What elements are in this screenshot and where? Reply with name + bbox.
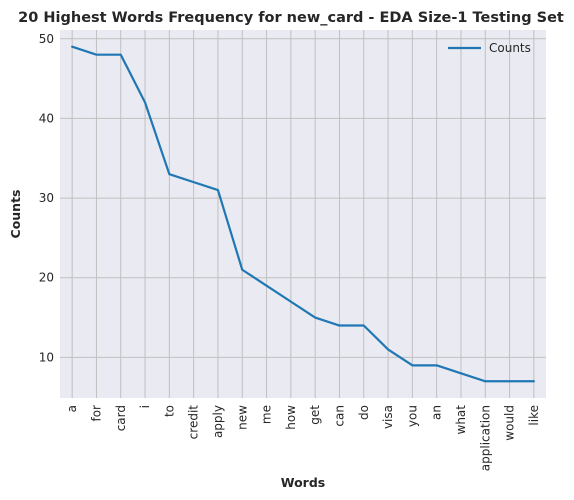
x-tick-label-apply: apply — [211, 405, 225, 438]
y-tick-label-50: 50 — [39, 32, 54, 46]
y-tick-label-20: 20 — [39, 271, 54, 285]
y-axis-label: Counts — [8, 190, 23, 239]
x-tick-label-to: to — [162, 405, 176, 417]
series-counts — [71, 45, 535, 383]
x-tick-label-new: new — [235, 405, 249, 430]
y-tick-label-30: 30 — [39, 191, 54, 205]
y-tick-label-10: 10 — [39, 350, 54, 364]
legend-label-counts: Counts — [489, 41, 531, 55]
x-tick-label-do: do — [357, 405, 371, 420]
x-tick-label-like: like — [527, 405, 541, 426]
x-tick-label-visa: visa — [381, 405, 395, 429]
x-tick-label-me: me — [260, 405, 274, 424]
y-tick-label-40: 40 — [39, 111, 54, 125]
grid — [60, 30, 546, 398]
x-tick-label-what: what — [454, 405, 468, 435]
chart-title: 20 Highest Words Frequency for new_card … — [18, 10, 564, 26]
x-tick-label-how: how — [284, 405, 298, 430]
x-tick-label-card: card — [114, 405, 128, 431]
x-tick-label-a: a — [65, 405, 79, 412]
x-tick-label-an: an — [430, 405, 444, 420]
legend: Counts — [448, 41, 531, 55]
x-tick-label-get: get — [308, 405, 322, 425]
x-tick-label-i: i — [138, 405, 152, 408]
y-tick-labels: 10 20 30 40 50 — [39, 32, 54, 365]
x-tick-label-credit: credit — [187, 405, 201, 440]
x-tick-label-can: can — [332, 405, 346, 427]
x-tick-label-would: would — [503, 405, 517, 441]
x-tick-labels: a for card i to credit apply new me how get can do vi… — [65, 405, 541, 471]
x-tick-label-application: application — [478, 405, 492, 471]
x-tick-label-you: you — [405, 405, 419, 427]
series-line-counts — [71, 45, 535, 383]
x-tick-label-for: for — [89, 405, 103, 422]
x-axis-label: Words — [281, 475, 325, 490]
plot-area — [60, 30, 546, 398]
